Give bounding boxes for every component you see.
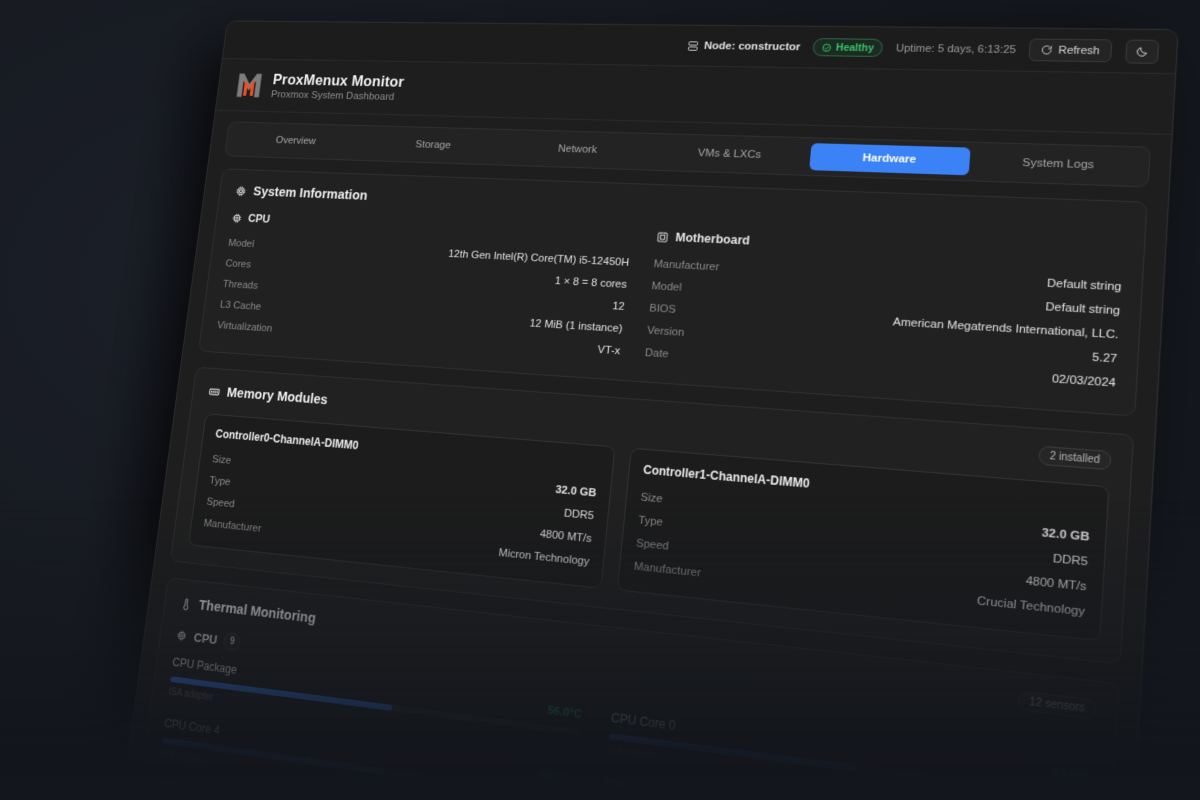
thermal-sensor-name: CPU Core 8 [603,776,670,800]
status-bar: Node: constructor Healthy Uptime: 5 days… [222,21,1178,75]
page-subtitle: Proxmox System Dashboard [270,89,395,103]
info-row-key: Speed [205,495,236,510]
info-row-key: Type [637,513,664,529]
info-row-value: 32.0 GB [1041,526,1090,544]
info-row-key: Virtualization [216,319,273,334]
tab-overview[interactable]: Overview [275,135,317,147]
tab-vms-lxcs[interactable]: VMs & LXCs [697,147,762,161]
thermometer-icon [179,597,193,612]
tab-hardware[interactable]: Hardware [809,143,971,176]
moon-icon [1135,45,1149,57]
info-row-value: 4800 MT/s [1025,574,1087,594]
info-row-value: 4800 MT/s [539,527,593,545]
info-row-key: Size [640,491,664,505]
proxmenux-monitor-window: Node: constructor Healthy Uptime: 5 days… [90,20,1179,800]
info-row-value: Micron Technology [498,546,590,568]
tab-network[interactable]: Network [557,143,598,156]
theme-toggle-button[interactable] [1125,39,1160,64]
app-header: ProxMenux Monitor Proxmox System Dashboa… [215,59,1176,135]
thermal-sensor-temperature: 56.0°C [546,704,583,722]
cpu-chip-icon [175,629,188,643]
info-row-value: Default string [1046,277,1122,294]
refresh-button[interactable]: Refresh [1028,38,1113,63]
server-icon [687,40,699,51]
memory-modules-title: Memory Modules [225,385,329,409]
info-row-value: 5.27 [1091,350,1118,366]
info-row-key: Model [651,280,683,294]
info-row-key: Cores [224,257,252,270]
info-row-key: Manufacturer [633,560,702,580]
info-row-value: Default string [1045,300,1121,317]
info-row-value: 1 × 8 = 8 cores [554,275,628,291]
motherboard-section: Motherboard Manufacturer Default string Mo… [644,230,1124,395]
info-row-key: Version [646,324,685,339]
info-row-value: DDR5 [563,507,595,522]
info-row-value: DDR5 [1052,552,1089,569]
info-row-value: 02/03/2024 [1051,372,1117,390]
system-information-columns: CPU Model 12th Gen Intel(R) Core(TM) i5-1… [216,211,1124,395]
memory-stick-icon [208,385,221,399]
status-badge: Healthy [812,38,884,58]
cpu-chip-icon [231,212,243,224]
system-information-title-group: System Information [234,184,369,204]
thermal-group-count: 9 [222,631,242,652]
tab-system-logs[interactable]: System Logs [1021,157,1095,172]
info-row-key: Date [644,346,670,360]
check-circle-icon [822,42,833,52]
node-indicator: Node: constructor [687,40,801,53]
refresh-label: Refresh [1057,44,1101,57]
info-row-key: Threads [222,278,259,292]
info-row-value: 12 MiB (1 instance) [529,317,623,335]
motherboard-section-title: Motherboard [674,230,751,248]
info-row-value: 12 [611,300,626,313]
info-row-key: L3 Cache [219,298,262,313]
info-row-key: Manufacturer [653,257,720,273]
tab-storage[interactable]: Storage [414,139,452,152]
thermal-sensor-name: CPU Package [171,655,238,677]
thermal-monitoring-badge: 12 sensors [1017,690,1097,720]
cpu-chip-icon [234,185,247,198]
info-row-key: Size [211,453,232,467]
info-row-key: Speed [635,536,670,553]
memory-modules-badge: 2 installed [1038,445,1112,471]
cpu-section-title: CPU [247,212,271,226]
thermal-sensor-name: CPU Core 4 [163,716,221,738]
thermal-group-label: CPU [192,629,219,648]
main-content: System Information [113,168,1168,800]
info-row-key: BIOS [648,302,677,316]
uptime-label: Uptime: 5 days, 6:13:25 [895,42,1017,56]
info-row-value: VT-x [597,343,621,357]
thermal-sensor-name: CPU Core 12 [155,777,219,800]
info-row-key: Type [208,474,232,488]
thermal-monitoring-title-group: Thermal Monitoring [179,596,317,627]
node-label: Node: constructor [703,40,801,53]
info-row-value: 32.0 GB [554,483,597,499]
page-title: ProxMenux Monitor [271,71,405,91]
memory-modules-title-group: Memory Modules [208,384,329,409]
thermal-sensor-temperature: 53.0°C [1051,768,1093,787]
memory-module-card: Controller1-ChannelA-DIMM0 Size 32.0 GB Typ… [616,447,1110,642]
thermal-monitoring-title: Thermal Monitoring [197,597,317,627]
motherboard-rows: Manufacturer Default string Model Default s… [644,253,1122,395]
info-row-key: Model [227,237,255,250]
proxmenux-m-logo [233,70,265,100]
refresh-icon [1041,45,1053,56]
info-row-key: Manufacturer [203,517,263,535]
memory-module-card: Controller0-ChannelA-DIMM0 Size 32.0 GB Typ… [188,413,616,589]
cpu-section: CPU Model 12th Gen Intel(R) Core(TM) i5-1… [216,211,632,362]
motherboard-icon [656,230,670,243]
info-row-value: Crucial Technology [976,594,1086,619]
thermal-sensor-temperature: 56.0°C [540,769,576,788]
thermal-sensor-name: CPU Core 0 [610,710,677,734]
cpu-rows: Model 12th Gen Intel(R) Core(TM) i5-12450… [216,233,630,363]
system-information-title: System Information [252,184,369,204]
health-label: Healthy [835,41,875,54]
